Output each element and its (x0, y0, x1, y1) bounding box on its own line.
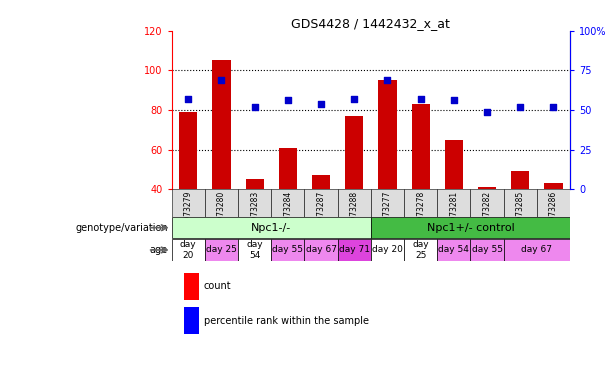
Point (316, 101, 326, 107)
Point (549, 104, 558, 110)
Title: GDS4428 / 1442432_x_at: GDS4428 / 1442432_x_at (291, 17, 451, 30)
Bar (338, 189, 371, 217)
Bar (404, 189, 437, 217)
Text: Npc1+/- control: Npc1+/- control (427, 223, 514, 233)
Bar (371, 217, 570, 238)
Bar (238, 189, 271, 217)
Bar (437, 239, 471, 261)
Bar (305, 239, 338, 261)
Text: GSM973284: GSM973284 (283, 190, 292, 237)
Text: day 20: day 20 (372, 245, 403, 255)
Bar (279, 148, 297, 189)
Bar (511, 171, 530, 189)
Bar (445, 140, 463, 189)
Bar (371, 189, 404, 217)
Point (416, 96, 425, 102)
Bar (238, 239, 271, 261)
Point (449, 98, 459, 104)
Text: Npc1-/-: Npc1-/- (251, 223, 291, 233)
Bar (205, 239, 238, 261)
Text: GSM973286: GSM973286 (549, 190, 558, 237)
Text: day 25: day 25 (206, 245, 237, 255)
Bar (305, 189, 338, 217)
Text: percentile rank within the sample: percentile rank within the sample (204, 316, 368, 326)
Text: day 71: day 71 (339, 245, 370, 255)
Text: GSM973281: GSM973281 (449, 190, 459, 237)
Text: day
54: day 54 (246, 240, 263, 260)
Bar (371, 239, 404, 261)
Bar (205, 189, 238, 217)
Text: GSM973282: GSM973282 (482, 190, 492, 237)
Bar (312, 175, 330, 189)
Bar (172, 189, 205, 217)
Bar (437, 189, 471, 217)
Text: day
20: day 20 (180, 240, 197, 260)
Text: GSM973278: GSM973278 (416, 190, 425, 237)
Bar (345, 116, 364, 189)
Point (183, 96, 193, 102)
Bar (504, 189, 537, 217)
Bar (212, 60, 230, 189)
Bar (478, 187, 496, 189)
Text: age: age (150, 245, 168, 255)
Bar (271, 189, 305, 217)
Point (349, 96, 359, 102)
Bar (271, 239, 305, 261)
Bar (338, 239, 371, 261)
Bar (378, 80, 397, 189)
Point (383, 77, 392, 83)
Text: genotype/variation: genotype/variation (75, 223, 168, 233)
Bar (246, 179, 264, 189)
Bar (471, 239, 504, 261)
Bar (537, 189, 570, 217)
Text: day
25: day 25 (413, 240, 429, 260)
Point (516, 104, 525, 110)
Text: count: count (204, 281, 231, 291)
Bar (172, 217, 371, 238)
Text: GSM973288: GSM973288 (350, 190, 359, 237)
Text: GSM973277: GSM973277 (383, 190, 392, 237)
Bar (411, 104, 430, 189)
Text: GSM973285: GSM973285 (516, 190, 525, 237)
Text: day 55: day 55 (272, 245, 303, 255)
Text: GSM973287: GSM973287 (316, 190, 326, 237)
Bar (179, 112, 197, 189)
Text: day 67: day 67 (305, 245, 337, 255)
Text: day 54: day 54 (438, 245, 470, 255)
Point (216, 77, 226, 83)
Text: GSM973280: GSM973280 (217, 190, 226, 237)
Bar (504, 239, 570, 261)
Text: GSM973279: GSM973279 (184, 190, 192, 237)
Bar (404, 239, 437, 261)
Text: day 67: day 67 (522, 245, 552, 255)
Bar (471, 189, 504, 217)
Bar (172, 239, 205, 261)
Point (283, 98, 293, 104)
Text: GSM973283: GSM973283 (250, 190, 259, 237)
Bar (544, 183, 563, 189)
Point (482, 109, 492, 115)
Point (249, 104, 259, 110)
Text: day 55: day 55 (471, 245, 503, 255)
